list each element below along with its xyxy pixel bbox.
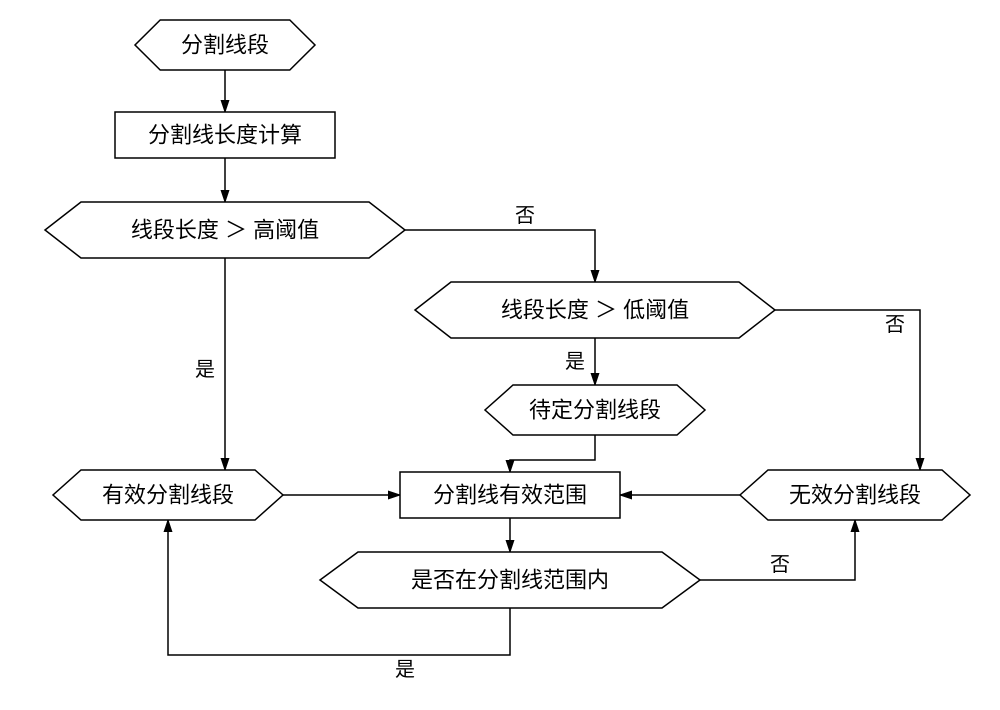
edge-label: 是 xyxy=(565,351,585,373)
edge xyxy=(405,230,595,282)
node-label-d_high: 线段长度 ＞ 高阈值 xyxy=(131,218,319,243)
edge xyxy=(510,435,595,472)
edge-label: 是 xyxy=(395,659,415,681)
node-label-calc: 分割线长度计算 xyxy=(148,123,302,148)
node-label-range: 分割线有效范围 xyxy=(433,483,587,508)
edge-label: 否 xyxy=(515,205,535,227)
edge-label: 否 xyxy=(885,314,905,336)
edge-label: 否 xyxy=(770,554,790,576)
node-label-d_in: 是否在分割线范围内 xyxy=(411,568,609,593)
node-label-valid: 有效分割线段 xyxy=(102,483,234,508)
node-label-pending: 待定分割线段 xyxy=(529,398,661,423)
node-label-invalid: 无效分割线段 xyxy=(789,483,921,508)
edge-label: 是 xyxy=(195,359,215,381)
node-label-start: 分割线段 xyxy=(181,33,269,58)
node-label-d_low: 线段长度 ＞ 低阈值 xyxy=(501,298,689,323)
nodes-layer: 分割线段分割线长度计算线段长度 ＞ 高阈值线段长度 ＞ 低阈值待定分割线段有效分… xyxy=(45,20,970,608)
